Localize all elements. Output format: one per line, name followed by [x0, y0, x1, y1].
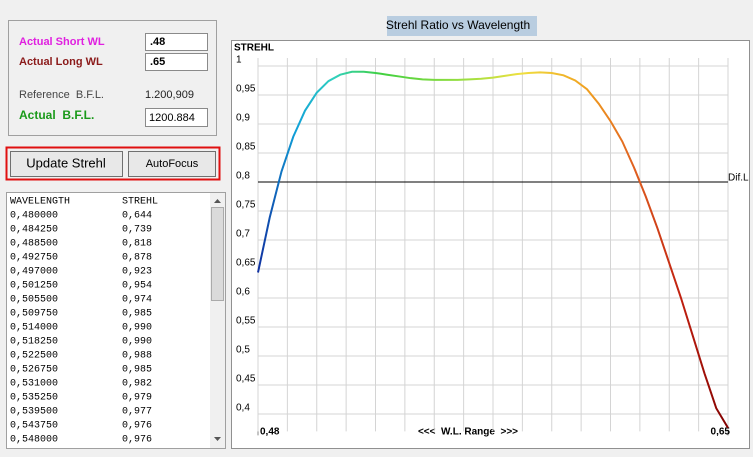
table-cell: 0,531000 [10, 379, 58, 390]
table-cell: 0,492750 [10, 253, 58, 264]
x-tick-label: 0,65 [711, 427, 731, 438]
y-tick-label: 1 [236, 55, 242, 66]
table-cell: 0,548000 [10, 435, 58, 446]
table-cell: 0,990 [122, 323, 152, 334]
reference-bfl-label: Reference B.F.L. [19, 89, 104, 101]
short-wl-label: Actual Short WL [19, 36, 105, 48]
y-tick-label: 0,55 [236, 316, 256, 327]
table-cell: 0,977 [122, 407, 152, 418]
table-cell: 0,979 [122, 393, 152, 404]
table-cell: 0,988 [122, 351, 152, 362]
result-list [6, 192, 226, 449]
scroll-thumb[interactable] [211, 207, 224, 301]
y-tick-label: 0,75 [236, 200, 256, 211]
table-cell: 0,923 [122, 267, 152, 278]
table-cell: 0,501250 [10, 281, 58, 292]
table-cell: 0,985 [122, 309, 152, 320]
table-cell: 0,488500 [10, 239, 58, 250]
table-cell: 0,985 [122, 365, 152, 376]
long-wl-value: .65 [150, 56, 165, 68]
x-axis-label: <<< W.L. Range >>> [418, 427, 518, 438]
table-cell: 0,518250 [10, 337, 58, 348]
table-cell: 0,976 [122, 435, 152, 446]
update-strehl-button[interactable] [10, 151, 123, 177]
table-cell: 0,976 [122, 421, 152, 432]
short-wl-value: .48 [150, 36, 165, 48]
actual-bfl-label: Actual B.F.L. [19, 108, 94, 122]
actual-bfl-input[interactable] [145, 108, 208, 127]
autofocus-button[interactable] [128, 151, 216, 177]
chart-frame [231, 40, 750, 449]
title-highlight [387, 16, 537, 36]
chart-title: Strehl Ratio vs Wavelength [386, 18, 530, 32]
table-cell: 0,982 [122, 379, 152, 390]
reference-label: Dif.L [728, 173, 749, 184]
table-cell: 0,535250 [10, 393, 58, 404]
y-tick-label: 0,4 [236, 403, 250, 414]
y-tick-label: 0,65 [236, 258, 256, 269]
reference-bfl-value: 1.200,909 [145, 89, 194, 101]
table-cell: 0,818 [122, 239, 152, 250]
table-cell: 0,543750 [10, 421, 58, 432]
y-tick-label: 0,95 [236, 84, 256, 95]
table-cell: 0,526750 [10, 365, 58, 376]
y-tick-label: 0,5 [236, 345, 250, 356]
autofocus-label: AutoFocus [146, 158, 199, 170]
table-cell: 0,644 [122, 211, 152, 222]
table-cell: 0,974 [122, 295, 152, 306]
y-tick-label: 0,7 [236, 229, 250, 240]
column-header: WAVELENGTH [10, 197, 70, 208]
table-cell: 0,522500 [10, 351, 58, 362]
table-cell: 0,539500 [10, 407, 58, 418]
strehl-curve [257, 70, 729, 429]
update-strehl-label: Update Strehl [26, 155, 106, 170]
table-cell: 0,514000 [10, 323, 58, 334]
column-header: STREHL [122, 197, 158, 208]
table-cell: 0,497000 [10, 267, 58, 278]
table-cell: 0,990 [122, 337, 152, 348]
table-cell: 0,878 [122, 253, 152, 264]
button-highlight [5, 146, 221, 181]
table-cell: 0,739 [122, 225, 152, 236]
y-tick-label: 0,9 [236, 113, 250, 124]
y-tick-label: 0,45 [236, 374, 256, 385]
y-tick-label: 0,6 [236, 287, 250, 298]
long-wl-input[interactable] [145, 53, 208, 71]
y-tick-label: 0,8 [236, 171, 250, 182]
short-wl-input[interactable] [145, 33, 208, 51]
y-tick-label: 0,85 [236, 142, 256, 153]
y-axis-label: STREHL [234, 43, 274, 54]
form-panel [8, 20, 217, 136]
table-cell: 0,480000 [10, 211, 58, 222]
long-wl-label: Actual Long WL [19, 56, 103, 68]
x-tick-label: 0,48 [260, 427, 280, 438]
table-cell: 0,954 [122, 281, 152, 292]
table-cell: 0,484250 [10, 225, 58, 236]
actual-bfl-value: 1200.884 [149, 112, 195, 124]
table-cell: 0,509750 [10, 309, 58, 320]
table-cell: 0,505500 [10, 295, 58, 306]
